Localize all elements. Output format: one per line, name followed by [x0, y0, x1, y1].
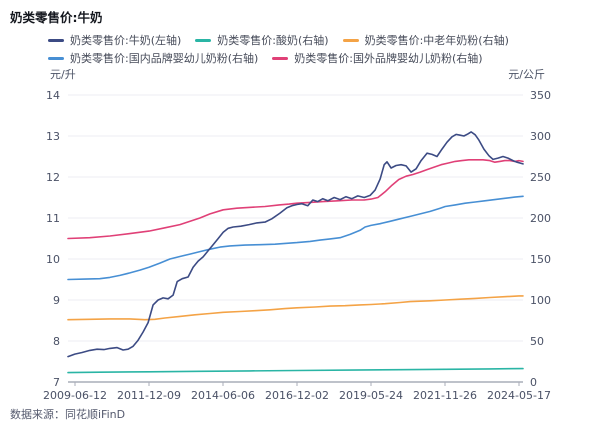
legend-item-1[interactable]: 奶类零售价:酸奶(右轴): [195, 32, 329, 48]
legend-item-0[interactable]: 奶类零售价:牛奶(左轴): [48, 32, 181, 48]
left-axis-tick: 13: [46, 130, 60, 143]
series-line-0: [67, 131, 524, 358]
right-axis-tick: 350: [530, 89, 551, 102]
left-axis-tick: 12: [46, 171, 60, 184]
legend-item-3[interactable]: 奶类零售价:国内品牌婴幼儿奶粉(右轴): [48, 50, 258, 66]
legend-swatch-icon: [342, 38, 359, 42]
right-axis-tick: 300: [530, 130, 551, 143]
legend-label: 奶类零售价:国内品牌婴幼儿奶粉(右轴): [70, 52, 259, 65]
legend-label: 奶类零售价:牛奶(左轴): [70, 34, 182, 47]
x-axis-tick: 2024-05-17: [487, 389, 551, 402]
x-axis-tick: 2009-06-12: [43, 389, 107, 402]
left-axis-tick: 10: [46, 253, 60, 266]
right-axis-unit-label: 元/公斤: [508, 68, 545, 81]
legend-swatch-icon: [195, 38, 212, 42]
chart-title: 奶类零售价:牛奶: [10, 10, 103, 25]
legend-label: 奶类零售价:酸奶(右轴): [217, 34, 329, 47]
x-axis-tick: 2021-11-26: [413, 389, 477, 402]
x-axis-tick: 2019-05-24: [339, 389, 403, 402]
x-axis-tick: 2014-06-06: [191, 389, 255, 402]
right-axis-tick: 150: [530, 253, 551, 266]
x-axis-tick: 2011-12-09: [117, 389, 181, 402]
legend-label: 奶类零售价:中老年奶粉(右轴): [364, 34, 509, 47]
right-axis-tick: 0: [530, 376, 537, 389]
legend-swatch-icon: [272, 56, 289, 60]
legend-item-2[interactable]: 奶类零售价:中老年奶粉(右轴): [342, 32, 509, 48]
left-axis-tick: 9: [53, 294, 60, 307]
left-axis-unit-label: 元/升: [50, 68, 76, 81]
right-axis-tick: 250: [530, 171, 551, 184]
series-line-2: [67, 295, 524, 321]
legend-swatch-icon: [48, 56, 64, 60]
left-axis-tick: 14: [46, 89, 60, 102]
series-line-1: [67, 367, 524, 374]
left-axis-tick: 8: [53, 335, 60, 348]
legend-label: 奶类零售价:国外品牌婴幼儿奶粉(右轴): [294, 52, 483, 65]
legend-item-4[interactable]: 奶类零售价:国外品牌婴幼儿奶粉(右轴): [272, 50, 483, 66]
legend-row-2: 奶类零售价:国内品牌婴幼儿奶粉(右轴) 奶类零售价:国外品牌婴幼儿奶粉(右轴): [48, 49, 509, 67]
right-axis-tick: 100: [530, 294, 551, 307]
chart-legend: 奶类零售价:牛奶(左轴) 奶类零售价:酸奶(右轴) 奶类零售价:中老年奶粉(右轴) …: [48, 31, 509, 67]
series-line-3: [67, 195, 524, 281]
left-axis-tick: 7: [53, 376, 60, 389]
right-axis-tick: 50: [530, 335, 544, 348]
left-axis-tick: 11: [46, 212, 60, 225]
legend-swatch-icon: [48, 38, 64, 42]
data-source-note: 数据来源：同花顺iFinD: [10, 408, 126, 421]
series-line-4: [67, 159, 524, 240]
x-axis-tick: 2016-12-02: [265, 389, 329, 402]
right-axis-tick: 200: [530, 212, 551, 225]
legend-row-1: 奶类零售价:牛奶(左轴) 奶类零售价:酸奶(右轴) 奶类零售价:中老年奶粉(右轴): [48, 31, 509, 49]
